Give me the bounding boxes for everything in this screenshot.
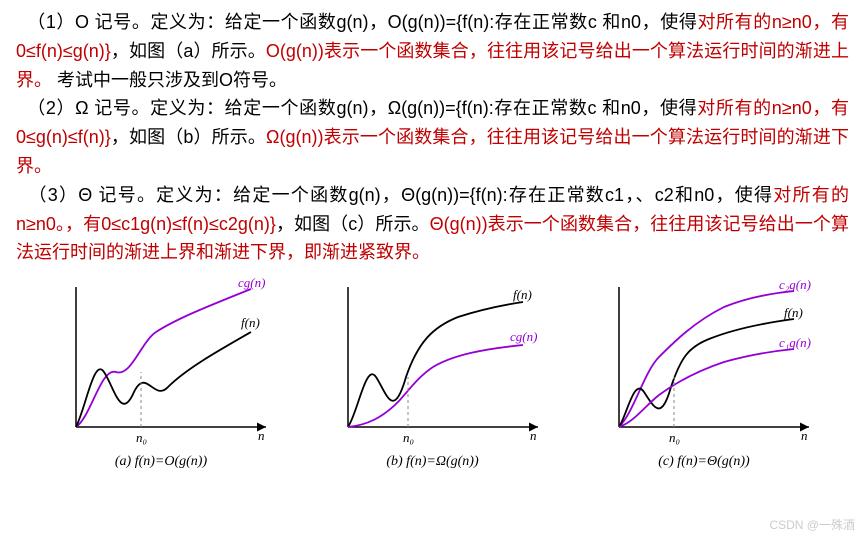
chart-a-caption: (a) f(n)=O(g(n)) xyxy=(115,451,207,473)
chart-b: f(n) cg(n) n₀ n (b) f(n)=Ω(g(n)) xyxy=(318,277,548,473)
chart-a-cg-label: cg(n) xyxy=(238,277,265,290)
chart-c-c1g-label: c₁g(n) xyxy=(779,335,811,350)
p3-seg3: ，如图（c）所示。 xyxy=(276,214,430,234)
chart-a-n-label: n xyxy=(258,428,265,443)
p2-seg3: ，如图（b）所示。 xyxy=(111,127,266,147)
chart-a-svg: cg(n) f(n) n₀ n xyxy=(46,277,276,447)
chart-c-svg: c₂g(n) f(n) c₁g(n) n₀ n xyxy=(589,277,819,447)
watermark: CSDN @一殊酒 xyxy=(769,516,855,535)
p3-seg1: （3）Θ 记号。定义为：给定一个函数g(n)，Θ(g(n))={f(n):存在正… xyxy=(28,185,773,205)
paragraph-2: （2）Ω 记号。定义为：给定一个函数g(n)，Ω(g(n))={f(n):存在正… xyxy=(16,94,849,180)
chart-c-f-label: f(n) xyxy=(784,305,803,320)
chart-b-f-label: f(n) xyxy=(513,287,532,302)
chart-c-caption: (c) f(n)=Θ(g(n)) xyxy=(658,451,749,473)
chart-b-svg: f(n) cg(n) n₀ n xyxy=(318,277,548,447)
chart-c-n-label: n xyxy=(801,428,808,443)
paragraph-1: （1）O 记号。定义为：给定一个函数g(n)，O(g(n))={f(n):存在正… xyxy=(16,8,849,94)
p1-seg3: ，如图（a）所示。 xyxy=(111,41,266,61)
chart-c: c₂g(n) f(n) c₁g(n) n₀ n (c) f(n)=Θ(g(n)) xyxy=(589,277,819,473)
paragraph-3: （3）Θ 记号。定义为：给定一个函数g(n)，Θ(g(n))={f(n):存在正… xyxy=(16,181,849,267)
chart-a-n0-label: n₀ xyxy=(136,430,147,445)
chart-a: cg(n) f(n) n₀ n (a) f(n)=O(g(n)) xyxy=(46,277,276,473)
chart-c-n0-label: n₀ xyxy=(669,430,680,445)
chart-a-f-label: f(n) xyxy=(241,315,260,330)
chart-b-cg-label: cg(n) xyxy=(510,329,537,344)
chart-b-n0-label: n₀ xyxy=(403,430,414,445)
p1-seg5: 考试中一般只涉及到O符号。 xyxy=(52,70,287,90)
chart-b-n-label: n xyxy=(530,428,537,443)
p2-seg1: （2）Ω 记号。定义为：给定一个函数g(n)，Ω(g(n))={f(n):存在正… xyxy=(27,98,697,118)
charts-row: cg(n) f(n) n₀ n (a) f(n)=O(g(n)) f(n) cg… xyxy=(16,277,849,473)
p1-seg1: （1）O 记号。定义为：给定一个函数g(n)，O(g(n))={f(n):存在正… xyxy=(27,12,697,32)
chart-c-c2g-label: c₂g(n) xyxy=(779,277,811,292)
chart-b-caption: (b) f(n)=Ω(g(n)) xyxy=(386,451,478,473)
